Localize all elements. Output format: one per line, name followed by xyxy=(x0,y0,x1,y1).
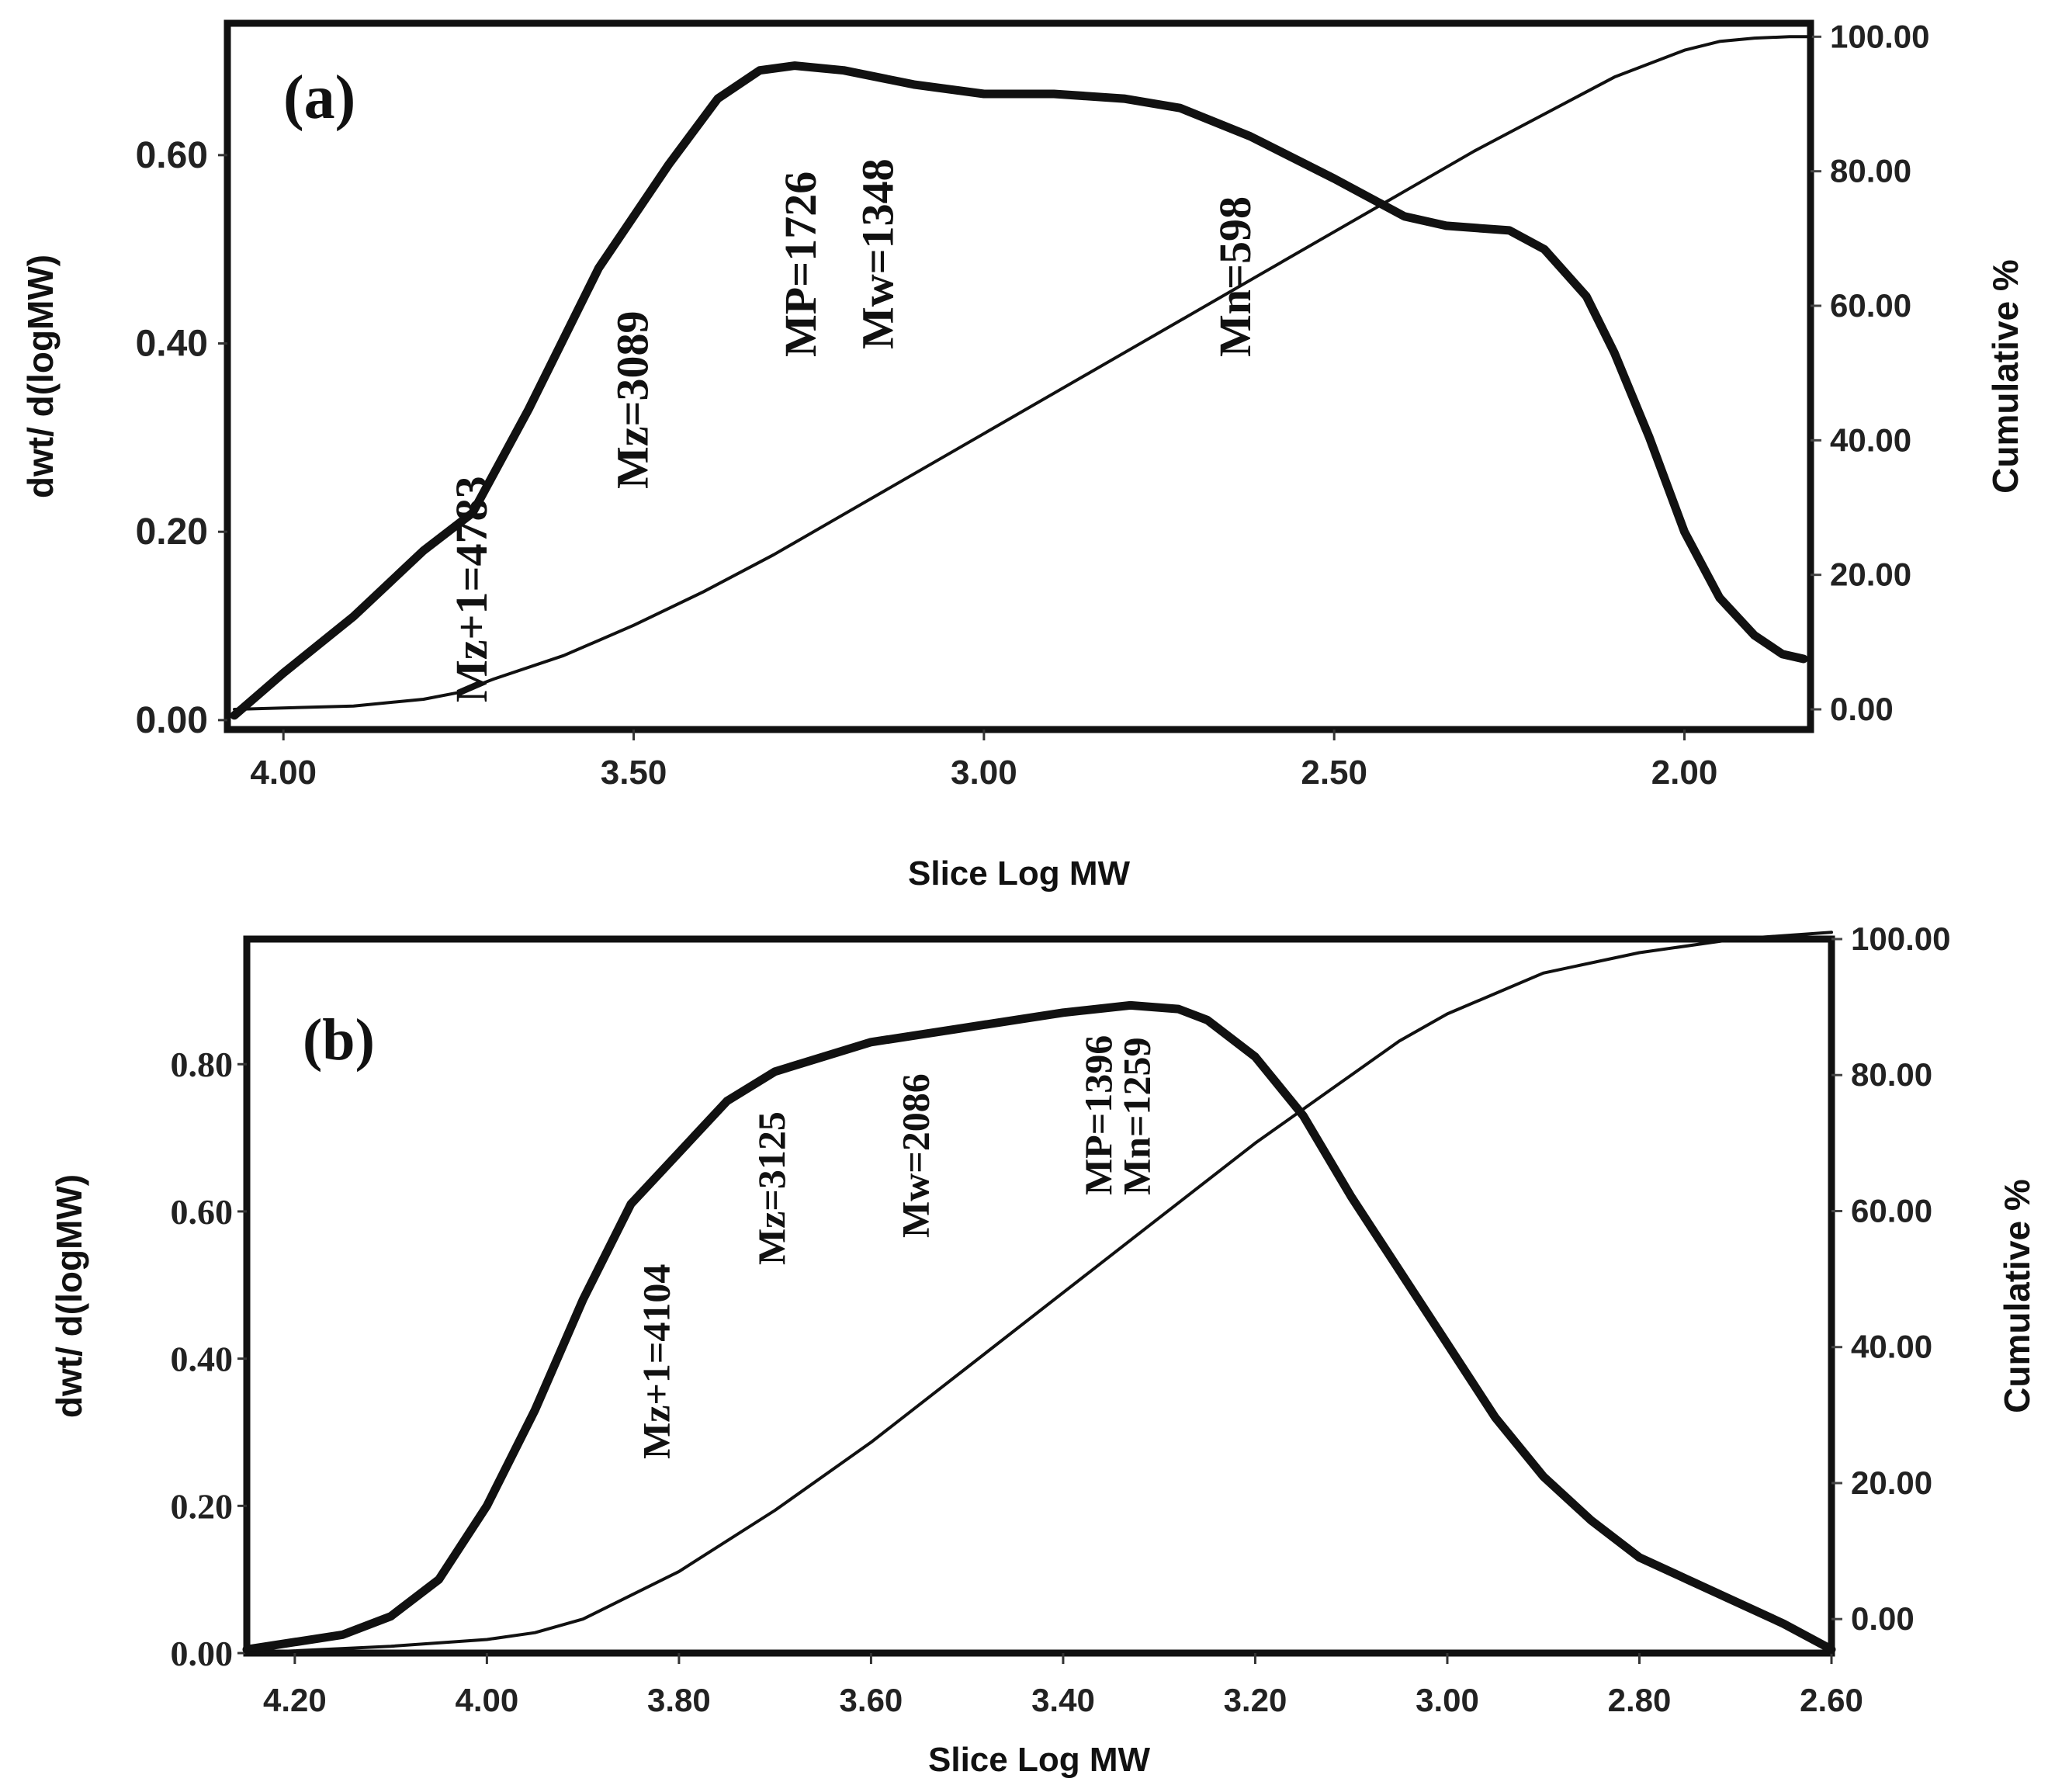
x-tick-label: 3.20 xyxy=(1224,1682,1287,1718)
y-left-tick-label: 0.80 xyxy=(171,1045,234,1084)
plot-frame xyxy=(243,935,1835,1657)
y-left-tick-label: 0.20 xyxy=(171,1486,234,1526)
y-left-axis-title: dwt/ d(logMW) xyxy=(49,1174,89,1418)
x-tick-label: 2.50 xyxy=(1301,754,1367,792)
y-right-tick-label: 20.00 xyxy=(1830,556,1911,593)
y-left-tick-label: 0.00 xyxy=(171,1634,234,1673)
y-right-tick-label: 80.00 xyxy=(1830,153,1911,189)
plot-frame xyxy=(224,19,1814,733)
x-tick-label: 2.00 xyxy=(1651,754,1718,792)
x-tick-label: 3.40 xyxy=(1031,1682,1095,1718)
y-right-tick-label: 40.00 xyxy=(1830,421,1911,458)
y-right-tick-label: 60.00 xyxy=(1830,287,1911,324)
annotation-label: Mz=3125 xyxy=(750,1111,793,1265)
annotation-label: Mw=2086 xyxy=(894,1073,937,1238)
x-tick-label: 4.00 xyxy=(250,754,317,792)
y-right-tick-label: 100.00 xyxy=(1830,18,1929,54)
x-tick-label: 2.80 xyxy=(1608,1682,1672,1718)
annotation-label: Mn=598 xyxy=(1210,196,1260,357)
panel-label: (a) xyxy=(283,64,355,132)
y-right-tick-label: 80.00 xyxy=(1851,1056,1932,1093)
y-right-tick-label: 20.00 xyxy=(1851,1464,1932,1501)
x-tick-label: 3.80 xyxy=(647,1682,711,1718)
x-tick-label: 3.00 xyxy=(951,754,1017,792)
annotation-label: Mz+1=4783 xyxy=(446,476,497,702)
distribution-curve xyxy=(230,61,1808,720)
annotation-label: MP=1396 xyxy=(1076,1035,1120,1195)
annotation-label: Mw=1348 xyxy=(853,158,903,349)
panel-a-chart: 4.00 3.50 3.00 2.50 2.00 0.00 0.20 0.40 0.60 0.00… xyxy=(20,18,2025,893)
x-tick-label: 4.20 xyxy=(263,1682,327,1718)
annotation-label: Mz=3089 xyxy=(608,310,658,489)
x-tick-label: 3.50 xyxy=(601,754,667,792)
annotation-label: Mz+1=4104 xyxy=(635,1264,678,1459)
y-right-axis-title: Cumulative % xyxy=(1985,259,2025,494)
x-tick-label: 3.00 xyxy=(1416,1682,1479,1718)
y-left-tick-label: 0.60 xyxy=(136,135,208,176)
y-right-tick-label: 0.00 xyxy=(1851,1600,1915,1637)
cumulative-line xyxy=(233,35,1812,711)
y-left-tick-label: 0.20 xyxy=(136,511,208,553)
y-left-tick-label: 0.00 xyxy=(136,700,208,741)
x-axis-title: Slice Log MW xyxy=(928,1741,1150,1779)
y-right-tick-label: 60.00 xyxy=(1851,1192,1932,1229)
y-right-tick-label: 100.00 xyxy=(1851,920,1950,957)
y-right-axis-title: Cumulative % xyxy=(1997,1179,2037,1413)
y-left-tick-label: 0.60 xyxy=(171,1192,234,1232)
cumulative-line xyxy=(245,931,1833,1655)
panel-b-chart: 4.20 4.00 3.80 3.60 3.40 3.20 3.00 2.80 2.60 0.00… xyxy=(49,920,2037,1779)
annotation-label: Mn=1259 xyxy=(1114,1038,1158,1196)
x-axis-title: Slice Log MW xyxy=(908,854,1130,893)
x-tick-label: 2.60 xyxy=(1800,1682,1863,1718)
x-tick-label: 3.60 xyxy=(840,1682,903,1718)
y-right-tick-label: 0.00 xyxy=(1830,691,1894,727)
panel-label: (b) xyxy=(303,1007,375,1073)
y-left-axis-title: dwt/ d(logMW) xyxy=(20,255,61,498)
y-left-tick-label: 0.40 xyxy=(171,1340,234,1379)
y-right-tick-label: 40.00 xyxy=(1851,1329,1932,1365)
distribution-curve xyxy=(242,1000,1836,1654)
annotation-label: MP=1726 xyxy=(775,172,826,357)
x-tick-label: 4.00 xyxy=(456,1682,519,1718)
y-left-tick-label: 0.40 xyxy=(136,324,208,365)
